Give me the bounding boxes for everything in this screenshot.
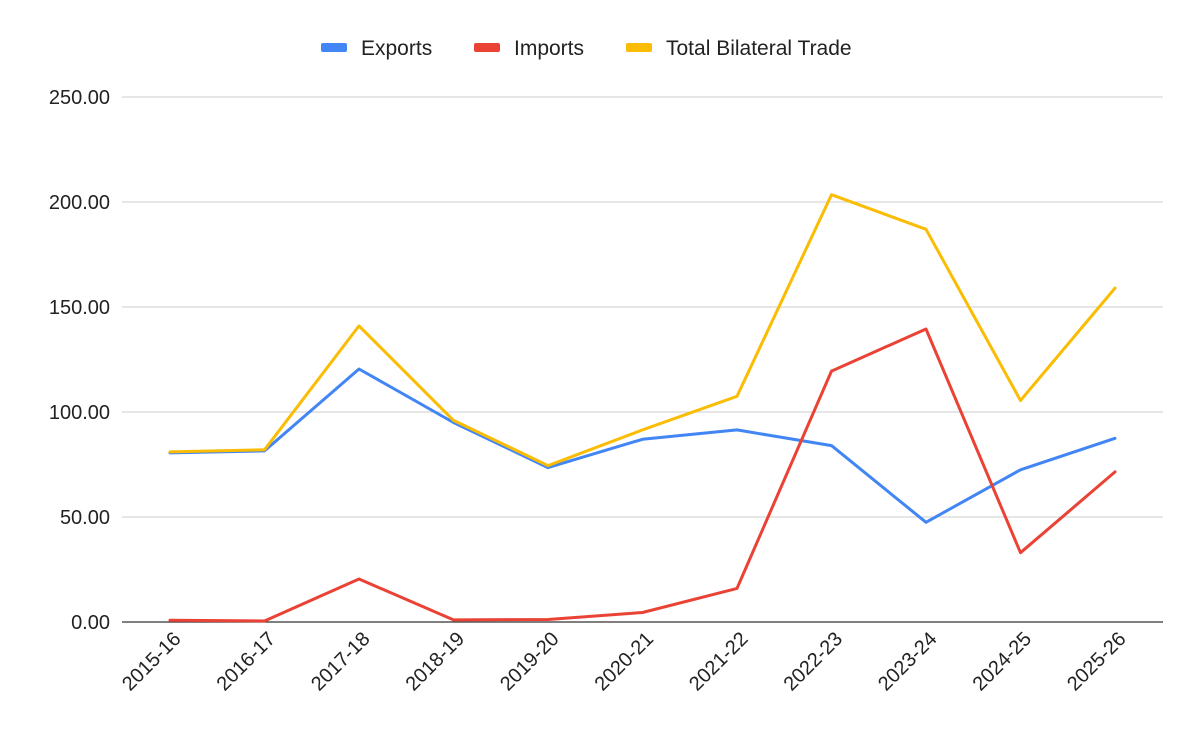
x-tick-label: 2021-22 <box>685 628 752 695</box>
x-tick-label: 2020-21 <box>591 628 658 695</box>
legend-label-imports: Imports <box>514 37 584 60</box>
legend-label-exports: Exports <box>361 37 432 60</box>
chart-series <box>168 193 1117 623</box>
y-tick-label: 50.00 <box>60 507 110 529</box>
legend-swatch-total-bilateral-trade <box>626 43 652 52</box>
x-tick-label: 2023-24 <box>874 628 941 695</box>
y-tick-label: 150.00 <box>49 297 110 319</box>
x-tick-label: 2024-25 <box>969 628 1036 695</box>
chart-legend: Exports Imports Total Bilateral Trade <box>321 37 852 60</box>
y-tick-label: 200.00 <box>49 192 110 214</box>
series-line-total-bilateral-trade <box>168 193 1117 468</box>
legend-label-total-bilateral-trade: Total Bilateral Trade <box>666 37 852 60</box>
x-axis: 2015-16 2016-17 2017-18 2018-19 2019-20 2020-… <box>118 628 1130 695</box>
x-tick-label: 2025-26 <box>1063 628 1130 695</box>
chart-gridlines <box>122 96 1163 623</box>
series-line-imports <box>168 327 1117 623</box>
y-tick-label: 100.00 <box>49 402 110 424</box>
legend-swatch-exports <box>321 43 347 52</box>
x-tick-label: 2016-17 <box>213 628 280 695</box>
x-tick-label: 2017-18 <box>307 628 374 695</box>
x-tick-label: 2018-19 <box>402 628 469 695</box>
x-tick-label: 2022-23 <box>780 628 847 695</box>
x-tick-label: 2015-16 <box>118 628 185 695</box>
series-line-exports <box>168 367 1117 524</box>
y-tick-label: 250.00 <box>49 87 110 109</box>
y-axis: 0.00 50.00 100.00 150.00 200.00 250.00 <box>49 87 110 634</box>
legend-swatch-imports <box>474 43 500 52</box>
x-tick-label: 2019-20 <box>496 628 563 695</box>
y-tick-label: 0.00 <box>71 612 110 634</box>
